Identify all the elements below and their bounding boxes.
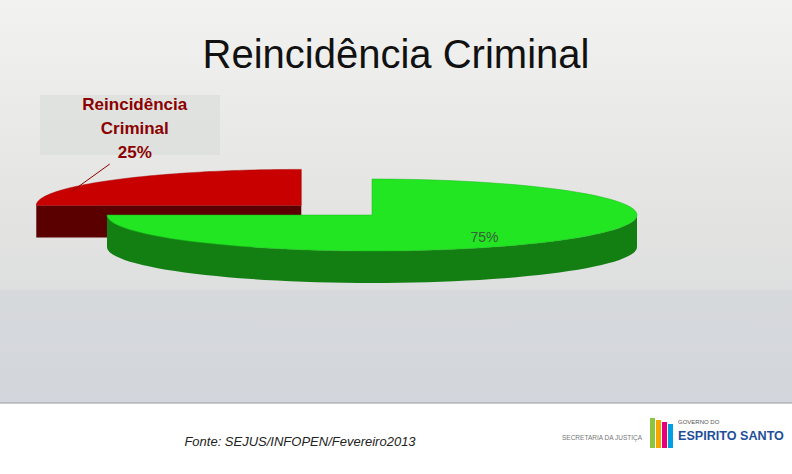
title: Reincidência Criminal <box>203 32 590 76</box>
logo-bar <box>650 418 655 448</box>
category-label-line: Criminal <box>101 119 169 138</box>
category-label: Reincidência Criminal <box>82 95 187 138</box>
footer-rule <box>0 403 792 404</box>
background-shape <box>0 290 792 403</box>
pie <box>36 169 637 283</box>
logo-bar <box>662 422 667 448</box>
slice-group <box>107 179 637 283</box>
logo-text: ESPIRITO SANTO <box>678 429 784 443</box>
data-label: 25% <box>118 143 152 162</box>
logo-text: GOVERNO DO <box>678 419 720 425</box>
logo-bar <box>656 420 661 448</box>
leader-line <box>72 164 110 191</box>
logo-bar <box>668 424 673 448</box>
category-label-line: Reincidência <box>82 95 187 114</box>
pie-slice <box>36 169 301 205</box>
background <box>0 0 792 403</box>
data-label: 75% <box>470 229 498 245</box>
footer-band <box>0 403 792 474</box>
source: Fonte: SEJUS/INFOPEN/Fevereiro2013 <box>184 434 416 449</box>
pie-slice <box>107 179 637 251</box>
logo-text: SECRETARIA DA JUSTIÇA <box>562 434 643 442</box>
